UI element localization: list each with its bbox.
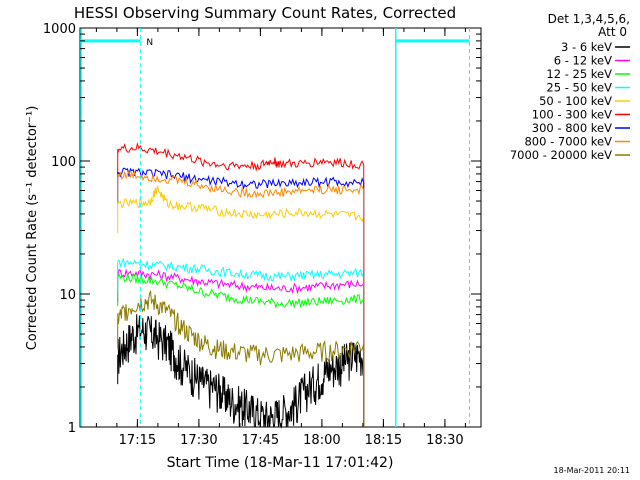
- series-line: [117, 273, 365, 309]
- series-line: [117, 184, 365, 223]
- series-line: [117, 258, 365, 283]
- x-axis-label: Start Time (18-Mar-11 17:01:42): [167, 455, 394, 471]
- y-tick-label: 100: [51, 155, 76, 170]
- series-line: [117, 169, 365, 199]
- series-line: [117, 289, 365, 366]
- legend-label: 50 - 100 keV: [539, 94, 612, 108]
- legend-label: 7000 - 20000 keV: [510, 148, 612, 162]
- y-tick-label: 10: [59, 288, 76, 303]
- flag-layer: N: [80, 28, 471, 427]
- legend-label: 12 - 25 keV: [546, 67, 612, 81]
- x-tick-label: 17:30: [180, 433, 217, 448]
- series-line: [117, 167, 365, 190]
- legend-header-line-2: Att 0: [598, 25, 627, 39]
- x-tick-label: 18:30: [426, 433, 463, 448]
- x-tick-label: 18:15: [365, 433, 402, 448]
- legend-label: 6 - 12 keV: [554, 54, 612, 68]
- x-tick-label: 18:00: [303, 433, 340, 448]
- series-line: [117, 314, 365, 429]
- legend-header-line-1: Det 1,3,4,5,6,: [548, 12, 630, 26]
- y-tick-label: 1000: [43, 22, 76, 37]
- x-tick-label: 17:15: [119, 433, 156, 448]
- legend-label: 3 - 6 keV: [561, 40, 612, 54]
- chart-title: HESSI Observing Summary Count Rates, Cor…: [74, 4, 456, 22]
- flag-annotation: N: [146, 38, 153, 48]
- x-tick-label: 17:45: [242, 433, 279, 448]
- legend-label: 800 - 7000 keV: [524, 135, 612, 149]
- y-axis-label: Corrected Count Rate (s⁻¹ detector⁻¹): [25, 106, 40, 351]
- series-line: [117, 141, 365, 172]
- legend-label: 300 - 800 keV: [532, 121, 612, 135]
- y-tick-label: 1: [68, 421, 76, 436]
- series-line: [117, 268, 365, 295]
- axis-layer: 17:15 17:30 17:45 18:00 18:15 18:30 1 10 100 1000: [43, 22, 481, 448]
- legend-label: 25 - 50 keV: [546, 81, 612, 95]
- series-layer: [117, 141, 365, 429]
- legend-label: 100 - 300 keV: [532, 108, 612, 122]
- generation-timestamp: 18-Mar-2011 20:11: [554, 466, 631, 475]
